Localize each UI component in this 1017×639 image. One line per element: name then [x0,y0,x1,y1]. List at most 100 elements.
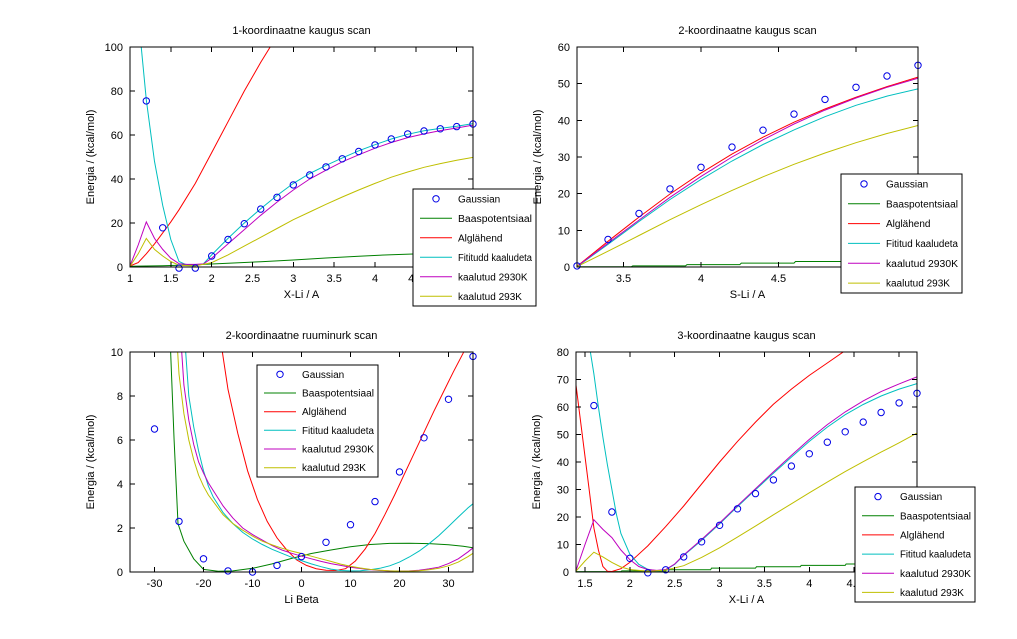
data-point-marker [821,95,829,104]
y-axis-label: Energia / (kcal/mol) [85,110,97,205]
data-point-marker [644,569,652,577]
y-tick-label: 20 [557,512,569,524]
data-point-marker [715,521,724,529]
plot-title: 1-koordinaatne kaugus scan [232,25,370,37]
legend-item-fititud-kaaludeta: Fititud kaaludeta [862,550,971,561]
plot-title: 3-koordinaatne kaugus scan [677,330,815,342]
legend-item-gaussian: Gaussian [276,370,344,381]
x-axis-label: X-Li / A [284,289,320,301]
data-point-marker [175,517,183,526]
legend-item-algl-hend: Alglähend [862,530,944,541]
y-tick-label: 100 [105,42,123,54]
data-point-marker [895,399,903,407]
x-tick-label: 4 [372,273,378,285]
data-point-marker [805,450,813,458]
y-tick-label: 10 [111,347,123,359]
data-point-marker [790,110,798,118]
series-gaussian-markers [142,97,477,272]
data-point-marker [306,171,314,179]
y-tick-label: 70 [557,375,569,387]
series-kaalutud-293k-line [177,352,473,572]
legend-box [256,364,379,478]
legend-item-kaalutud-293k: kaalutud 293K [420,292,522,303]
series-fititud-kaaludeta-line [185,352,473,572]
data-point-marker [635,209,643,218]
subplot-1-1-koordinaatne-kaugus-scan: 11.522.533.544.550204060801001-koordinaa… [85,25,537,307]
legend-label: kaalutud 2930K [458,272,528,283]
data-point-marker [150,425,159,433]
legend: Gaussian Baaspotentsiaal Alglähend Fititud … [840,173,963,294]
data-point-marker [273,193,281,202]
legend-item-kaalutud-2930k: kaalutud 2930K [420,272,528,283]
series-algl-hend-line [130,47,271,267]
data-point-marker [662,566,670,574]
data-point-marker [859,418,867,426]
data-point-marker [453,122,461,131]
legend-label: Gaussian [900,492,942,503]
legend-marker-sample [276,370,284,378]
x-tick-label: -30 [147,578,163,590]
data-point-marker [787,462,796,470]
legend-item-kaalutud-2930k: kaalutud 2930K [862,569,971,580]
series-algl-hend-line [577,76,918,267]
y-tick-label: 20 [111,218,123,230]
data-point-marker [759,126,767,134]
legend-item-fititudd-kaaludeta: Fititudd kaaludeta [420,253,532,264]
x-tick-label: 3 [290,273,296,285]
data-point-marker [159,224,167,232]
legend-label: Alglähend [886,219,930,230]
legend-label: Fititud kaaludeta [302,426,374,437]
legend-item-kaalutud-293k: kaalutud 293K [848,279,950,290]
legend-item-kaalutud-2930k: kaalutud 2930K [848,259,958,270]
legend-marker-sample [860,180,868,188]
legend-label: kaalutud 2930K [900,569,971,580]
series-kaalutud-293k-line [576,432,917,572]
legend-item-kaalutud-293k: kaalutud 293K [862,588,964,599]
data-point-marker [346,521,355,529]
x-tick-label: 2 [627,578,633,590]
subplot-3-2-koordinaatne-ruuminurk-scan: -30 -20 -10 0 10 20 30 0 2 4 6 8 10 2-koordinaatne ru… [85,330,477,606]
legend-label: kaalutud 293K [900,588,964,599]
y-tick-label: 0 [564,262,570,274]
data-point-marker [697,538,706,546]
data-point-marker [626,554,634,562]
y-tick-label: 0 [117,262,123,274]
legend: Gaussian Baaspotentsiaal Alglähend Fititudd… [412,188,537,307]
data-point-marker [680,553,688,561]
data-point-marker [322,163,330,171]
data-point-marker [444,395,453,403]
y-tick-label: 30 [557,485,569,497]
y-tick-label: 0 [117,567,123,579]
data-point-marker [224,235,232,244]
data-point-marker [852,83,860,92]
legend-label: kaalutud 293K [886,279,950,290]
legend-marker-sample [432,195,440,203]
y-tick-label: 60 [558,42,570,54]
series-kaalutud-2930k-line [576,376,917,571]
legend-label: Alglähend [900,530,944,541]
legend-marker-sample [874,492,882,501]
legend-label: Gaussian [302,370,344,381]
x-tick-label: 4 [806,578,812,590]
x-tick-label: 3.5 [327,273,342,285]
data-point-marker [883,72,891,80]
y-tick-label: 60 [111,130,123,142]
axes-box [129,351,474,573]
series-kaalutud-293k-line [577,125,918,267]
legend-item-kaalutud-2930k: kaalutud 2930K [264,445,374,456]
data-point-marker [733,505,742,513]
y-axis-label: Energia / (kcal/mol) [531,415,543,510]
data-point-marker [338,155,346,163]
legend-box [840,173,963,294]
x-tick-label: 2 [209,273,215,285]
x-tick-label: -10 [245,578,261,590]
x-tick-label: 10 [344,578,356,590]
axes-box [575,351,918,573]
legend-label: Alglähend [458,233,502,244]
x-tick-label: 30 [442,578,454,590]
legend-label: kaalutud 2930K [302,445,374,456]
data-point-marker [199,555,208,563]
x-tick-label: 1 [127,273,133,285]
